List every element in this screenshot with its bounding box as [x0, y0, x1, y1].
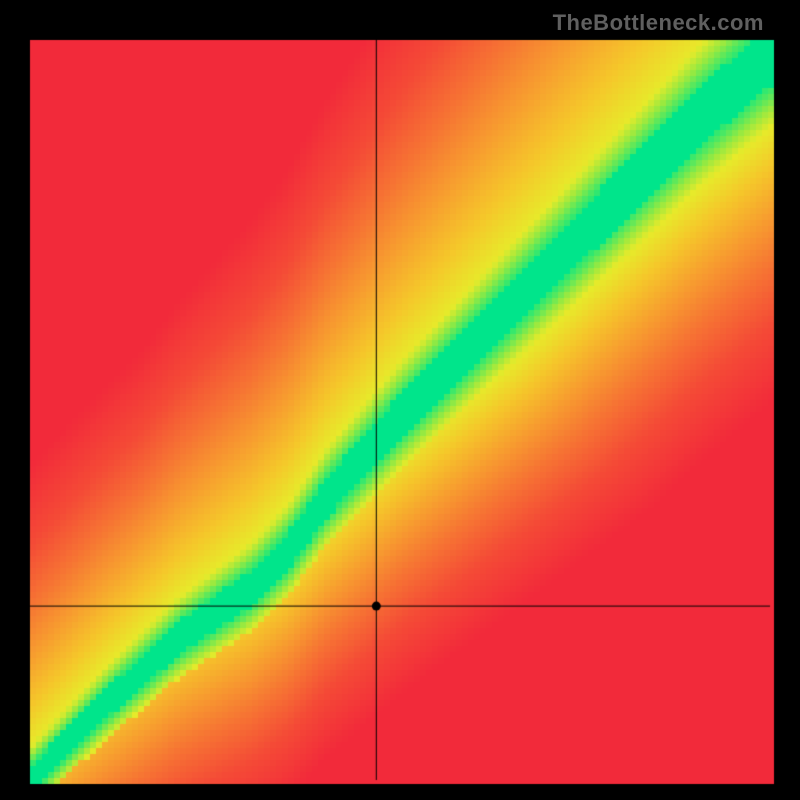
bottleneck-heatmap	[0, 0, 800, 800]
chart-container: TheBottleneck.com	[0, 0, 800, 800]
watermark-text: TheBottleneck.com	[553, 10, 764, 36]
